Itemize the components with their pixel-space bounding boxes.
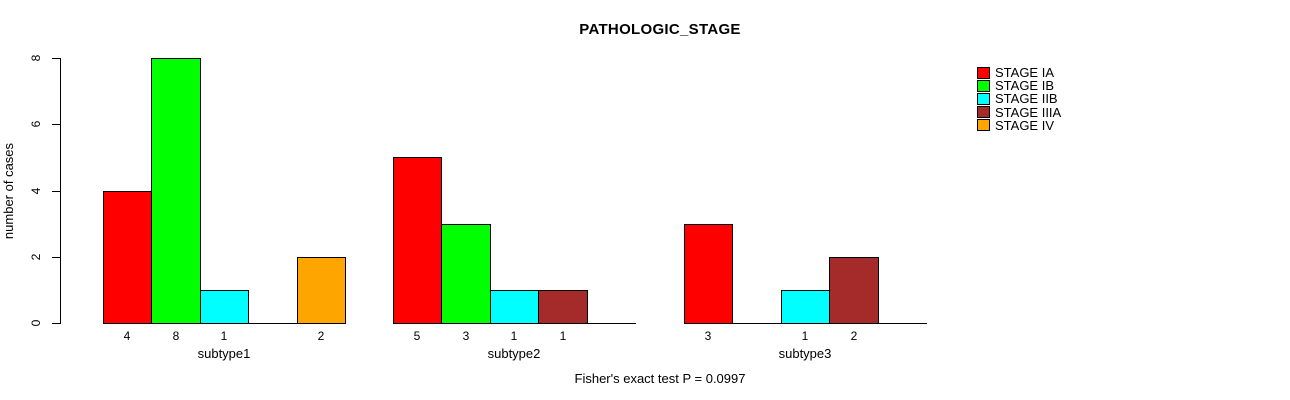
bar-stage-ia-subtype3: [684, 224, 733, 324]
bar-value-stage-iib-subtype3: 1: [801, 329, 809, 343]
y-tick-label-8: 8: [29, 54, 43, 62]
bar-stage-ia-subtype1: [103, 191, 152, 324]
legend-label-stage-iiia: STAGE IIIA: [995, 104, 1062, 120]
bar-value-stage-iiia-subtype2: 1: [559, 329, 567, 343]
y-tick-mark-4: [52, 191, 61, 192]
legend-item-stage-iv: STAGE IV: [977, 119, 1061, 132]
y-tick-label-6: 6: [29, 120, 43, 128]
legend-item-stage-ia: STAGE IA: [977, 66, 1061, 79]
legend: STAGE IA STAGE IB STAGE IIB STAGE IIIA STAGE…: [977, 66, 1061, 132]
fisher-test-annotation: Fisher's exact test P = 0.0997: [574, 371, 746, 386]
y-tick-label-2: 2: [29, 253, 43, 261]
legend-label-stage-iv: STAGE IV: [995, 117, 1054, 133]
x-category-label-subtype2: subtype2: [487, 346, 541, 361]
bar-value-stage-iv-subtype1: 2: [317, 329, 325, 343]
chart-title: PATHOLOGIC_STAGE: [579, 21, 741, 38]
x-category-label-subtype1: subtype1: [197, 346, 251, 361]
bar-stage-ib-subtype1: [151, 58, 201, 324]
bar-stage-iib-subtype2: [490, 290, 539, 324]
y-tick-mark-0: [52, 323, 61, 324]
bar-stage-iib-subtype3: [781, 290, 830, 324]
legend-swatch-stage-iiia: [977, 106, 990, 119]
legend-label-stage-ib: STAGE IB: [995, 78, 1054, 94]
bar-stage-iiia-subtype3: [829, 257, 879, 324]
bar-stage-iiia-subtype2: [538, 290, 588, 324]
y-tick-mark-8: [52, 58, 61, 59]
bar-value-stage-iib-subtype2: 1: [510, 329, 518, 343]
legend-swatch-stage-ib: [977, 79, 990, 92]
y-axis-label: number of cases: [1, 142, 16, 240]
y-tick-label-0: 0: [29, 319, 43, 327]
y-tick-mark-6: [52, 124, 61, 125]
bar-stage-iv-subtype1: [297, 257, 346, 324]
bar-value-stage-ia-subtype2: 5: [413, 329, 421, 343]
bar-value-stage-ib-subtype2: 3: [462, 329, 470, 343]
bar-stage-iib-subtype1: [200, 290, 249, 324]
legend-label-stage-iib: STAGE IIB: [995, 91, 1058, 107]
x-category-label-subtype3: subtype3: [778, 346, 832, 361]
legend-label-stage-ia: STAGE IA: [995, 65, 1054, 81]
bar-stage-ia-subtype2: [393, 157, 442, 324]
y-tick-mark-2: [52, 257, 61, 258]
legend-item-stage-iiia: STAGE IIIA: [977, 106, 1061, 119]
bar-value-stage-iiia-subtype3: 2: [850, 329, 858, 343]
legend-item-stage-ib: STAGE IB: [977, 79, 1061, 92]
legend-swatch-stage-iv: [977, 119, 990, 132]
bar-value-stage-iib-subtype1: 1: [220, 329, 228, 343]
legend-swatch-stage-iib: [977, 92, 990, 105]
bar-value-stage-ia-subtype3: 3: [704, 329, 712, 343]
bar-value-stage-ib-subtype1: 8: [172, 329, 180, 343]
y-tick-label-4: 4: [29, 187, 43, 195]
bar-stage-ib-subtype2: [441, 224, 491, 324]
legend-swatch-stage-ia: [977, 66, 990, 79]
legend-item-stage-iib: STAGE IIB: [977, 92, 1061, 105]
bar-value-stage-ia-subtype1: 4: [123, 329, 131, 343]
